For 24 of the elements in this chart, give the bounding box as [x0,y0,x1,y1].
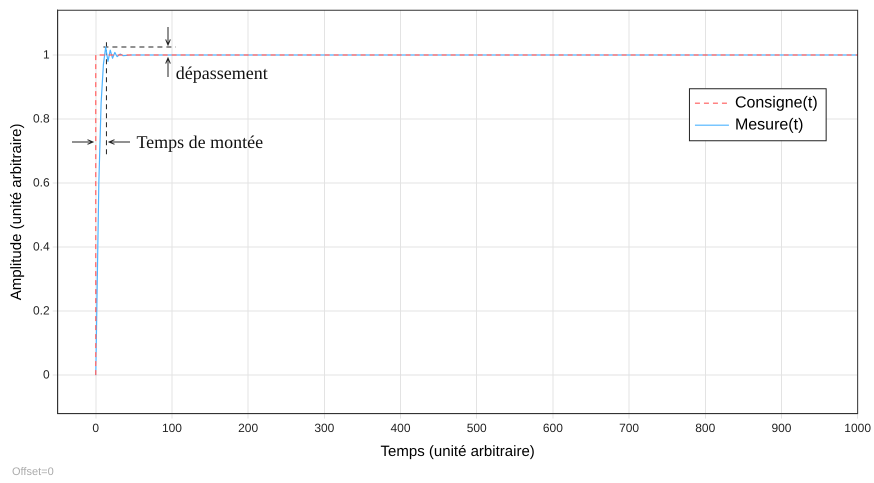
y-tick-label: 0 [42,367,50,382]
y-tick-label: 0.2 [32,303,50,318]
annotation: Temps de montée [136,132,264,152]
x-tick-label: 500 [466,421,488,436]
x-tick-label: 900 [771,421,792,436]
y-tick-label: 0.8 [32,111,50,126]
x-tick-label: 800 [695,421,716,436]
legend-label: Consigne(t) [734,94,818,112]
y-tick-label: 1 [42,47,50,62]
x-tick-label: 0 [92,421,100,436]
y-axis-title: Amplitude (unité arbitraire) [8,124,26,300]
x-tick-label: 600 [542,421,564,436]
y-tick-label: 0.4 [32,239,50,254]
legend-label: Mesure(t) [734,116,804,134]
x-tick-label: 700 [619,421,640,436]
x-tick-label: 1000 [844,421,872,436]
x-tick-label: 400 [390,421,411,436]
x-axis-title: Temps (unité arbitraire) [380,443,535,460]
x-tick-label: 200 [238,421,258,436]
annotation: dépassement [176,63,268,84]
y-tick-label: 0.6 [32,175,50,190]
x-tick-label: 300 [314,421,335,436]
x-tick-label: 100 [162,421,182,436]
text: Offset=0 [12,466,54,478]
